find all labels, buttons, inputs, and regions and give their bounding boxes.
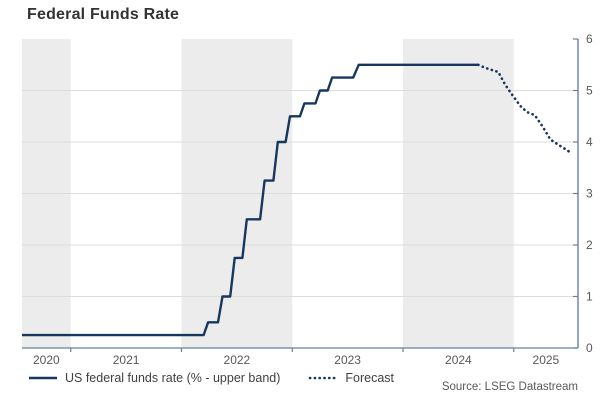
legend-label-forecast: Forecast [345,371,395,385]
source-credit: Source: LSEG Datastream [441,381,578,393]
x-axis-label: 2022 [224,353,251,367]
x-axis-label: 2020 [33,353,60,367]
y-axis-label: 3 [586,187,593,201]
dotted-line-swatch [309,376,339,380]
actual-rate-line [22,63,479,337]
x-axis-label: 2021 [113,353,140,367]
y-axis-label: 4 [586,135,593,149]
legend-label-actual: US federal funds rate (% - upper band) [65,371,281,385]
legend-item-actual: US federal funds rate (% - upper band) [28,371,280,385]
x-axis-label: 2025 [533,353,560,367]
y-axis-label: 6 [586,32,593,46]
legend: US federal funds rate (% - upper band) F… [28,371,394,385]
y-axis-label: 2 [586,238,593,252]
forecast-dotted-line [477,63,572,154]
x-axis-label: 2024 [445,353,472,367]
x-axis-label: 2023 [334,353,361,367]
y-axis-label: 5 [586,84,593,98]
solid-line-swatch [29,376,57,380]
legend-item-forecast: Forecast [308,371,394,385]
page-title: Federal Funds Rate [27,6,180,23]
y-axis-label: 1 [586,290,593,304]
y-axis-label: 0 [586,341,593,355]
